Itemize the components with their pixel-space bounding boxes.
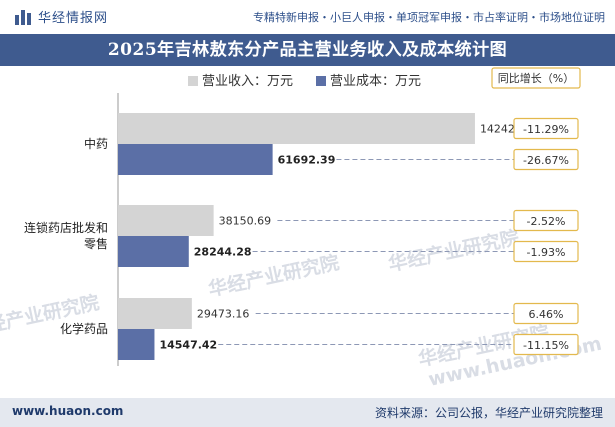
- data-label-1-1: 28244.28: [194, 246, 252, 259]
- brand-name: 华经情报网: [38, 11, 109, 26]
- category-label-2: 化学药品: [60, 321, 108, 336]
- bar-0-1: [118, 205, 214, 236]
- data-label-1-2: 14547.42: [159, 339, 217, 352]
- category-label-1-0: 连锁药店批发和: [24, 220, 108, 235]
- growth-label-1-1: -1.93%: [527, 246, 566, 259]
- category-label-0: 中药: [84, 136, 108, 151]
- data-label-0-2: 29473.16: [197, 308, 250, 321]
- chart-title: 2025年吉林敖东分产品主营业务收入及成本统计图: [0, 34, 615, 66]
- footer: www.huaon.com 资料来源：公司公报，华经产业研究院整理: [0, 398, 615, 427]
- growth-label-0-0: -11.29%: [523, 123, 569, 136]
- growth-box-0-2: [513, 302, 579, 325]
- watermark-1: 华经产业研究院: [386, 226, 521, 276]
- footer-source: 资料来源：公司公报，华经产业研究院整理: [374, 406, 603, 420]
- legend-label-0: 营业收入：万元: [202, 74, 293, 89]
- growth-box-1-1: [513, 240, 579, 263]
- bar-1-2: [118, 329, 155, 360]
- growth-label-1-2: -11.15%: [523, 339, 569, 352]
- legend-label-1: 营业成本：万元: [330, 74, 421, 89]
- growth-label-0-1: -2.52%: [527, 215, 566, 228]
- growth-legend-label: 同比增长（%）: [498, 71, 574, 85]
- category-label-1-1: 零售: [84, 236, 108, 251]
- top-bar: 华经情报网 专精特新申报・小巨人申报・单项冠军申报・市占率证明・市场地位证明: [0, 0, 615, 34]
- growth-label-1-0: -26.67%: [523, 154, 569, 167]
- bar-1-1: [118, 236, 189, 267]
- growth-label-0-2: 6.46%: [529, 308, 564, 321]
- bar-0-2: [118, 298, 192, 329]
- brand[interactable]: 华经情报网: [14, 7, 108, 26]
- growth-box-0-0: [513, 117, 579, 140]
- growth-legend-box: [491, 67, 581, 89]
- growth-box-1-0: [513, 148, 579, 171]
- bar-1-0: [118, 144, 273, 175]
- footer-url[interactable]: www.huaon.com: [12, 404, 124, 418]
- growth-box-0-1: [513, 209, 579, 232]
- growth-box-1-2: [513, 333, 579, 356]
- bar-chart: 华经产业研究院华经产业研究院华经产业研究院www.huaon.com华经产业研究…: [0, 67, 604, 391]
- bar-chart-logo-icon: [15, 9, 31, 25]
- legend-swatch-0: [188, 76, 198, 86]
- data-label-0-1: 38150.69: [219, 215, 272, 228]
- service-links[interactable]: 专精特新申报・小巨人申报・单项冠军申报・市占率证明・市场地位证明: [253, 11, 605, 24]
- bar-0-0: [118, 113, 475, 144]
- data-label-1-0: 61692.39: [278, 154, 336, 167]
- legend-swatch-1: [316, 76, 326, 86]
